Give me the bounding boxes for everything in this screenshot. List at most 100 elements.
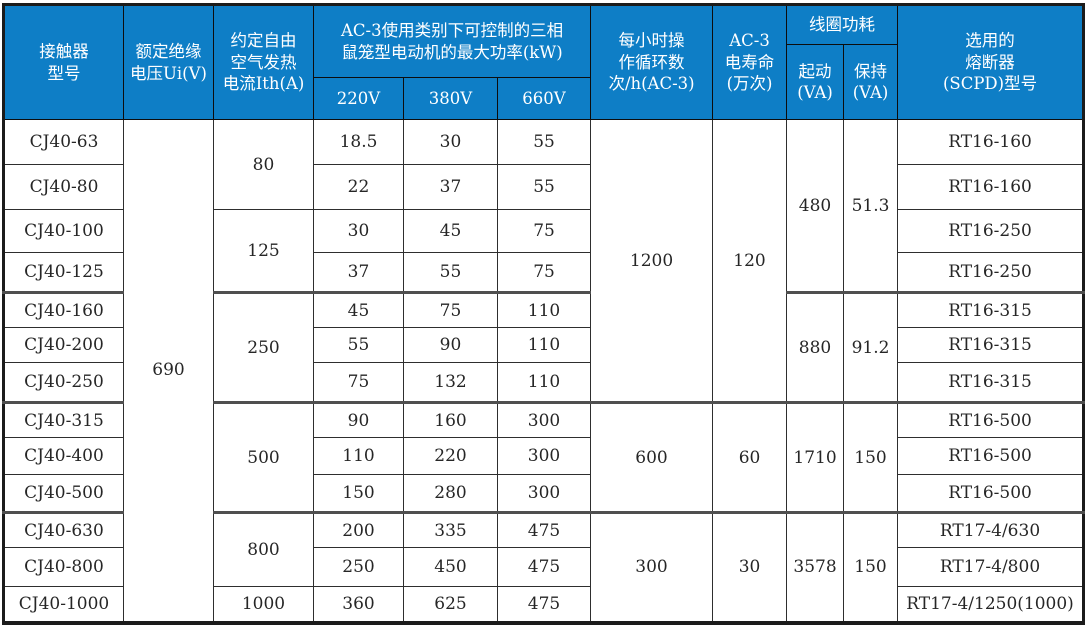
table-row: CJ40-200 55 90 110 RT16-315 (3, 327, 1085, 363)
cell-model: CJ40-250 (3, 362, 124, 403)
cell-model: CJ40-125 (3, 252, 124, 293)
cell-electrical-life: 120 (712, 119, 788, 403)
cell-kw-660v: 75 (496, 252, 592, 293)
cell-cycles-per-hour: 1200 (590, 119, 714, 403)
cell-kw-380v: 220 (403, 437, 498, 475)
table-row: CJ40-630 800 200 335 475 300 30 3578 150… (3, 511, 1085, 623)
cell-kw-380v: 280 (403, 474, 498, 513)
cell-kw-660v: 55 (496, 119, 592, 165)
cell-fuse: RT17-4/630 (897, 511, 1085, 548)
header-electrical-life: AC-3 电寿命 (万次) (712, 4, 788, 120)
header-220v: 220V (313, 77, 404, 120)
cell-kw-220v: 45 (313, 291, 404, 328)
cell-thermal-current: 500 (213, 401, 314, 513)
cell-fuse: RT16-160 (897, 164, 1085, 210)
cell-model: CJ40-200 (3, 327, 124, 363)
cell-electrical-life: 60 (712, 401, 788, 513)
cell-kw-380v: 450 (403, 547, 498, 587)
cell-fuse: RT16-500 (897, 474, 1085, 513)
cell-model: CJ40-160 (3, 291, 124, 328)
cell-thermal-current: 125 (213, 209, 314, 293)
cell-kw-220v: 18.5 (313, 119, 404, 165)
cell-kw-660v: 300 (496, 474, 592, 513)
cell-fuse: RT17-4/1250(1000) (897, 586, 1085, 623)
cell-pickup-va: 3578 (786, 511, 845, 623)
cell-pickup-va: 480 (786, 119, 845, 293)
cell-kw-380v: 132 (403, 362, 498, 403)
header-insulation-voltage: 额定绝缘 电压Ui(V) (123, 4, 214, 120)
contactor-spec-table: 接触器 型号 额定绝缘 电压Ui(V) 约定自由 空气发热 电流Ith(A) A… (2, 3, 1085, 625)
table-header: 接触器 型号 额定绝缘 电压Ui(V) 约定自由 空气发热 电流Ith(A) A… (3, 4, 1085, 120)
cell-fuse: RT16-250 (897, 252, 1085, 293)
table-row: CJ40-315 500 90 160 300 600 60 1710 150 … (3, 401, 1085, 513)
cell-cycles-per-hour: 600 (590, 401, 714, 513)
cell-holding-va: 91.2 (843, 291, 899, 403)
cell-kw-660v: 110 (496, 291, 592, 328)
cell-fuse: RT16-315 (897, 362, 1085, 403)
cell-kw-660v: 110 (496, 327, 592, 363)
table-row: CJ40-160 250 45 75 110 880 91.2 RT16-315 (3, 291, 1085, 403)
cell-thermal-current: 800 (213, 511, 314, 587)
header-max-power: AC-3使用类别下可控制的三相 鼠笼型电动机的最大功率(kW) (312, 4, 592, 78)
cell-holding-va: 51.3 (843, 119, 899, 293)
cell-kw-660v: 110 (496, 362, 592, 403)
cell-fuse: RT16-500 (897, 437, 1085, 475)
cell-kw-660v: 475 (496, 586, 592, 623)
cell-kw-380v: 55 (403, 252, 498, 293)
cell-kw-220v: 75 (313, 362, 404, 403)
cell-holding-va: 150 (843, 401, 899, 513)
cell-kw-220v: 55 (313, 327, 404, 363)
cell-fuse: RT17-4/800 (897, 547, 1085, 587)
cell-model: CJ40-80 (3, 164, 124, 210)
cell-kw-380v: 90 (403, 327, 498, 363)
cell-model: CJ40-400 (3, 437, 124, 475)
cell-kw-220v: 200 (313, 511, 404, 548)
cell-pickup-va: 880 (786, 291, 845, 403)
header-thermal-current: 约定自由 空气发热 电流Ith(A) (213, 4, 314, 120)
cell-model: CJ40-630 (3, 511, 124, 548)
cell-model: CJ40-800 (3, 547, 124, 587)
cell-fuse: RT16-315 (897, 291, 1085, 328)
header-pickup-va: 起动 (VA) (786, 44, 845, 120)
cell-cycles-per-hour: 300 (590, 511, 714, 623)
cell-fuse: RT16-250 (897, 209, 1085, 253)
cell-fuse: RT16-315 (897, 327, 1085, 363)
cell-kw-220v: 360 (313, 586, 404, 623)
cell-kw-380v: 160 (403, 401, 498, 438)
table-row: CJ40-800 250 450 475 RT17-4/800 (3, 547, 1085, 587)
table-row: CJ40-500 150 280 300 RT16-500 (3, 474, 1085, 513)
cell-holding-va: 150 (843, 511, 899, 623)
cell-kw-380v: 45 (403, 209, 498, 253)
cell-fuse: RT16-500 (897, 401, 1085, 438)
cell-model: CJ40-1000 (3, 586, 124, 623)
cell-model: CJ40-315 (3, 401, 124, 438)
header-660v: 660V (496, 77, 592, 120)
table-row: CJ40-63 690 80 18.5 30 55 1200 120 480 5… (3, 119, 1085, 623)
cell-kw-220v: 150 (313, 474, 404, 513)
table-row: CJ40-100 125 30 45 75 RT16-250 (3, 209, 1085, 293)
cell-kw-380v: 335 (403, 511, 498, 548)
cell-kw-220v: 30 (313, 209, 404, 253)
table-row: CJ40-80 22 37 55 RT16-160 (3, 164, 1085, 210)
cell-kw-380v: 37 (403, 164, 498, 210)
cell-insulation-voltage: 690 (123, 119, 214, 623)
cell-thermal-current: 250 (213, 291, 314, 403)
cell-kw-660v: 300 (496, 401, 592, 438)
cell-kw-220v: 110 (313, 437, 404, 475)
header-fuse: 选用的 熔断器 (SCPD)型号 (897, 4, 1085, 120)
cell-kw-660v: 300 (496, 437, 592, 475)
cell-kw-220v: 250 (313, 547, 404, 587)
table-row: CJ40-400 110 220 300 RT16-500 (3, 437, 1085, 475)
cell-kw-220v: 37 (313, 252, 404, 293)
cell-electrical-life: 30 (712, 511, 788, 623)
table-body: CJ40-63 690 80 18.5 30 55 1200 120 480 5… (3, 119, 1085, 623)
table-row: CJ40-250 75 132 110 RT16-315 (3, 362, 1085, 403)
header-cycles-per-hour: 每小时操 作循环数 次/h(AC-3) (590, 4, 714, 120)
header-holding-va: 保持 (VA) (843, 44, 899, 120)
cell-fuse: RT16-160 (897, 119, 1085, 165)
cell-pickup-va: 1710 (786, 401, 845, 513)
cell-model: CJ40-500 (3, 474, 124, 513)
header-380v: 380V (403, 77, 498, 120)
table-row: CJ40-1000 1000 360 625 475 RT17-4/1250(1… (3, 586, 1085, 623)
cell-thermal-current: 1000 (213, 586, 314, 623)
